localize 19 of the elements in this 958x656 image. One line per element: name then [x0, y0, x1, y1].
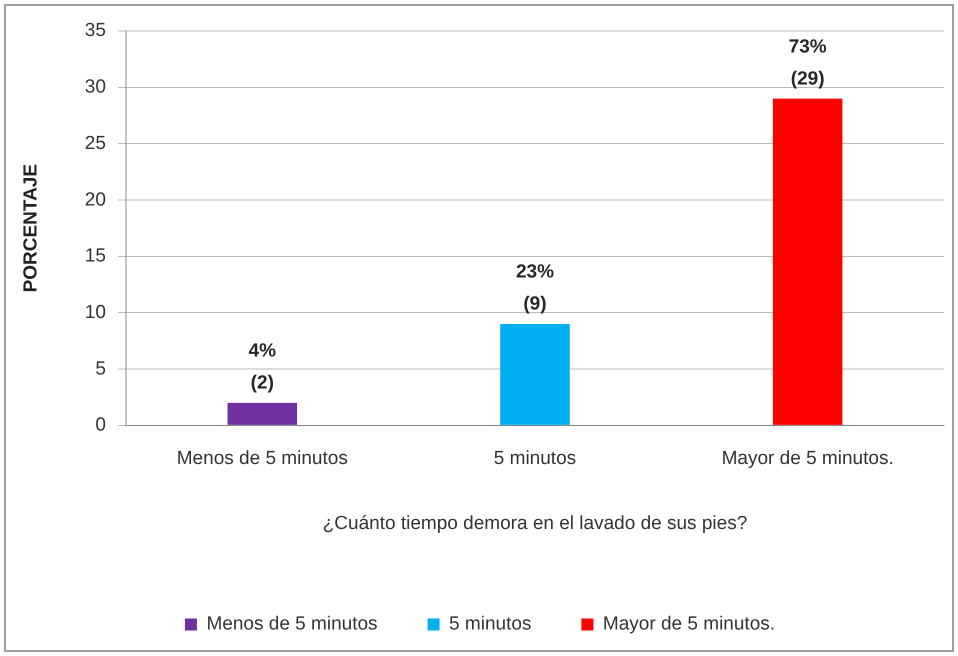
y-axis-title: PORCENTAJE	[20, 164, 42, 292]
data-label: 23% (9)	[516, 262, 554, 315]
y-tick-label: 20	[84, 189, 106, 210]
data-label: 73% (29)	[788, 36, 827, 90]
y-tick-label: 15	[84, 246, 106, 267]
x-tick-label: Mayor de 5 minutos.	[722, 448, 894, 470]
x-axis-title: ¿Cuánto tiempo demora en el lavado de sus pies?	[322, 512, 748, 534]
legend-label: Mayor de 5 minutos.	[602, 614, 776, 635]
y-tick-label: 30	[84, 76, 106, 98]
y-tick-label: 10	[84, 302, 106, 323]
x-tick-label: Menos de 5 minutos	[176, 448, 348, 470]
y-tick-label: 5	[95, 358, 106, 380]
x-tick-label: 5 minutos	[494, 448, 576, 470]
y-tick-label: 25	[84, 132, 106, 154]
data-label: 4% (2)	[248, 340, 276, 394]
y-tick-label: 0	[95, 414, 106, 436]
y-tick-label: 35	[84, 20, 106, 42]
legend-label: 5 minutos	[449, 614, 532, 635]
legend-label: Menos de 5 minutos	[206, 614, 378, 635]
